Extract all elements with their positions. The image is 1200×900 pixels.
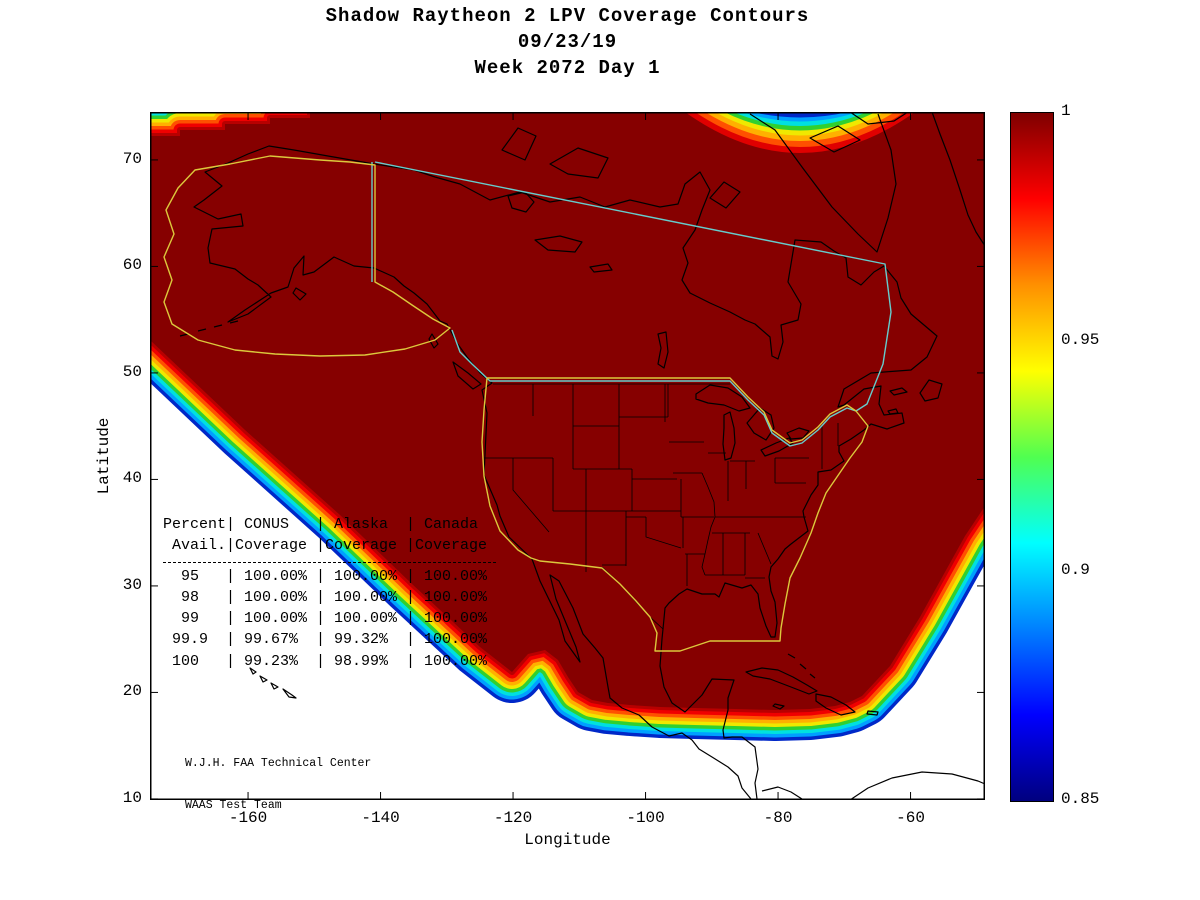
y-tick-label: 70: [122, 149, 142, 168]
y-tick-label: 50: [122, 362, 142, 381]
service-boundaries: [163, 155, 892, 652]
coverage-table-row: 98 | 100.00% | 100.00% | 100.00%: [163, 588, 488, 606]
canada-boundary-line: [371, 161, 892, 447]
x-axis-label: Longitude: [524, 831, 611, 849]
coverage-table-divider: [163, 558, 496, 563]
x-tick-label: -60: [896, 809, 925, 827]
y-tick-label: 30: [122, 575, 142, 594]
attribution-line-1: W.J.H. FAA Technical Center: [185, 757, 372, 770]
y-tick-label: 20: [122, 682, 142, 701]
coverage-table-row: 99.9 | 99.67% | 99.32% | 100.00%: [163, 631, 488, 649]
title-line-2: 09/23/19: [517, 31, 618, 53]
coverage-table-row: 95 | 100.00% | 100.00% | 100.00%: [163, 567, 488, 585]
figure-title: Shadow Raytheon 2 LPV Coverage Contours …: [150, 3, 985, 81]
x-tick-label: -160: [228, 809, 268, 827]
title-line-3: Week 2072 Day 1: [474, 57, 661, 79]
attribution-line-2: WAAS Test Team: [185, 799, 282, 812]
colorbar-tick-label: 1: [1061, 102, 1071, 120]
coverage-table-row: 100 | 99.23% | 98.99% | 100.00%: [163, 652, 488, 670]
x-tick-label: -140: [361, 809, 400, 827]
y-tick-label: 10: [122, 788, 142, 807]
title-line-1: Shadow Raytheon 2 LPV Coverage Contours: [325, 5, 810, 27]
colorbar-tick-label: 0.95: [1061, 331, 1100, 350]
colorbar-tick-label: 0.85: [1061, 790, 1100, 808]
plot-border-box: [150, 112, 985, 800]
coverage-table-header-line: Avail.|Coverage |Coverage |Coverage: [163, 537, 488, 555]
coverage-table-overlay: Percent| CONUS | Alaska | Canada Avail.|…: [163, 514, 496, 672]
y-tick-label: 60: [122, 256, 142, 275]
conus-boundary-line: [481, 377, 869, 652]
coverage-table-row: 99 | 100.00% | 100.00% | 100.00%: [163, 610, 488, 628]
colorbar-tick-label: 0.9: [1061, 560, 1090, 579]
attribution: W.J.H. FAA Technical Center WAAS Test Te…: [185, 729, 371, 841]
coverage-map-svg: [150, 112, 985, 800]
state-borders: [484, 383, 839, 630]
x-tick-label: -100: [626, 809, 665, 827]
x-tick-label: -80: [763, 809, 793, 827]
coastlines: [179, 112, 985, 800]
alaska-boundary-line: [163, 155, 451, 357]
x-tick-label: -120: [493, 809, 533, 827]
colorbar: [1010, 112, 1054, 802]
coverage-table-header-line: Percent| CONUS | Alaska | Canada: [163, 516, 479, 533]
y-tick-label: 40: [122, 469, 142, 488]
map-plot-area: [150, 112, 985, 800]
